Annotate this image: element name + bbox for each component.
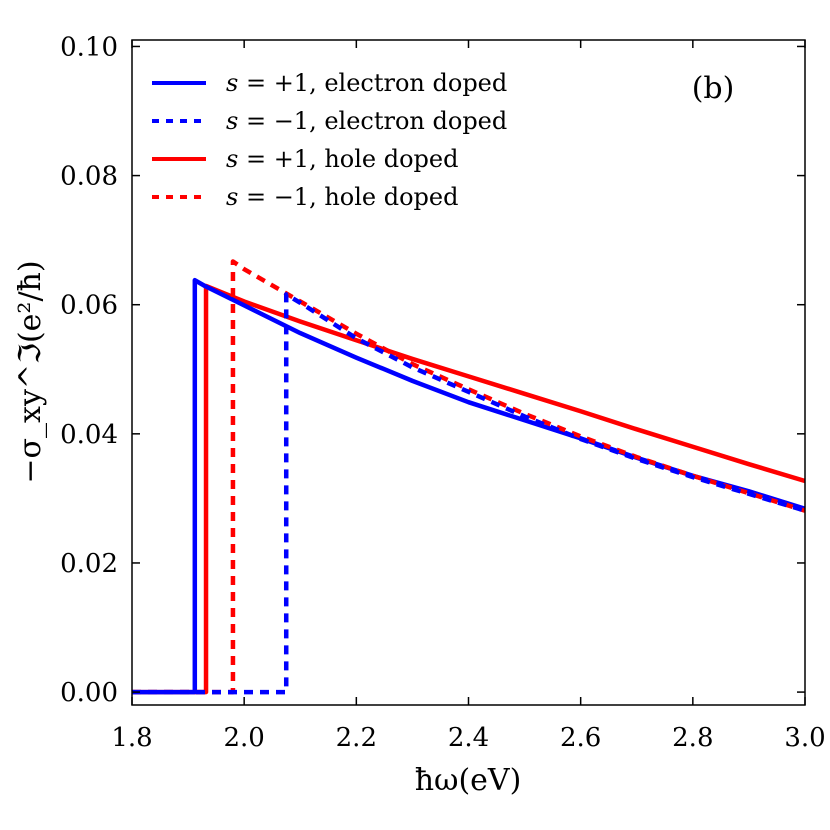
x-axis-label: ħω(eV) bbox=[415, 763, 522, 798]
legend-equation: = −1, hole doped bbox=[238, 183, 458, 211]
y-tick-label: 0.10 bbox=[60, 32, 118, 62]
y-tick-label: 0.04 bbox=[60, 420, 118, 450]
x-tick-label: 2.8 bbox=[672, 723, 713, 753]
legend-symbol: s bbox=[226, 69, 238, 97]
y-tick-label: 0.08 bbox=[60, 162, 118, 192]
legend-symbol: s bbox=[226, 183, 238, 211]
legend-entry-text: s = +1, electron doped bbox=[226, 69, 507, 97]
series-layer bbox=[132, 259, 806, 695]
legend-symbol: s bbox=[226, 145, 238, 173]
legend-entry: s = −1, hole doped bbox=[152, 183, 459, 211]
y-tick-label: 0.06 bbox=[60, 291, 118, 321]
x-tick-label: 2.4 bbox=[448, 723, 489, 753]
x-tick-label: 2.0 bbox=[223, 723, 264, 753]
x-tick-label: 2.6 bbox=[560, 723, 601, 753]
panel-label: (b) bbox=[692, 71, 735, 106]
y-tick-label: 0.02 bbox=[60, 549, 118, 579]
x-tick-label: 1.8 bbox=[111, 723, 152, 753]
legend-symbol: s bbox=[226, 107, 238, 135]
legend-equation: = +1, electron doped bbox=[238, 69, 507, 97]
series-line bbox=[132, 259, 806, 695]
legend-entry: s = −1, electron doped bbox=[152, 107, 507, 135]
plot-frame bbox=[131, 39, 806, 706]
legend: s = +1, electron doped s = −1, electron … bbox=[152, 69, 507, 211]
legend-entry: s = +1, hole doped bbox=[152, 145, 459, 173]
series-line bbox=[132, 292, 806, 695]
legend-entry: s = +1, electron doped bbox=[152, 69, 507, 97]
y-axis-label: −σ_xy^ℑ(e²/ħ) bbox=[13, 260, 48, 483]
legend-equation: = −1, electron doped bbox=[238, 107, 507, 135]
legend-equation: = +1, hole doped bbox=[238, 145, 458, 173]
legend-entry-text: s = −1, electron doped bbox=[226, 107, 507, 135]
y-tick-label: 0.00 bbox=[60, 678, 118, 708]
legend-entry-text: s = +1, hole doped bbox=[226, 145, 459, 173]
ticks-layer: 1.8 2.0 2.2 2.4 2.6 2.8 3.0 0.00 0.02 0.04 0.06 0.0… bbox=[60, 32, 826, 753]
x-tick-label: 3.0 bbox=[784, 723, 825, 753]
x-tick-label: 2.2 bbox=[336, 723, 377, 753]
legend-entry-text: s = −1, hole doped bbox=[226, 183, 459, 211]
